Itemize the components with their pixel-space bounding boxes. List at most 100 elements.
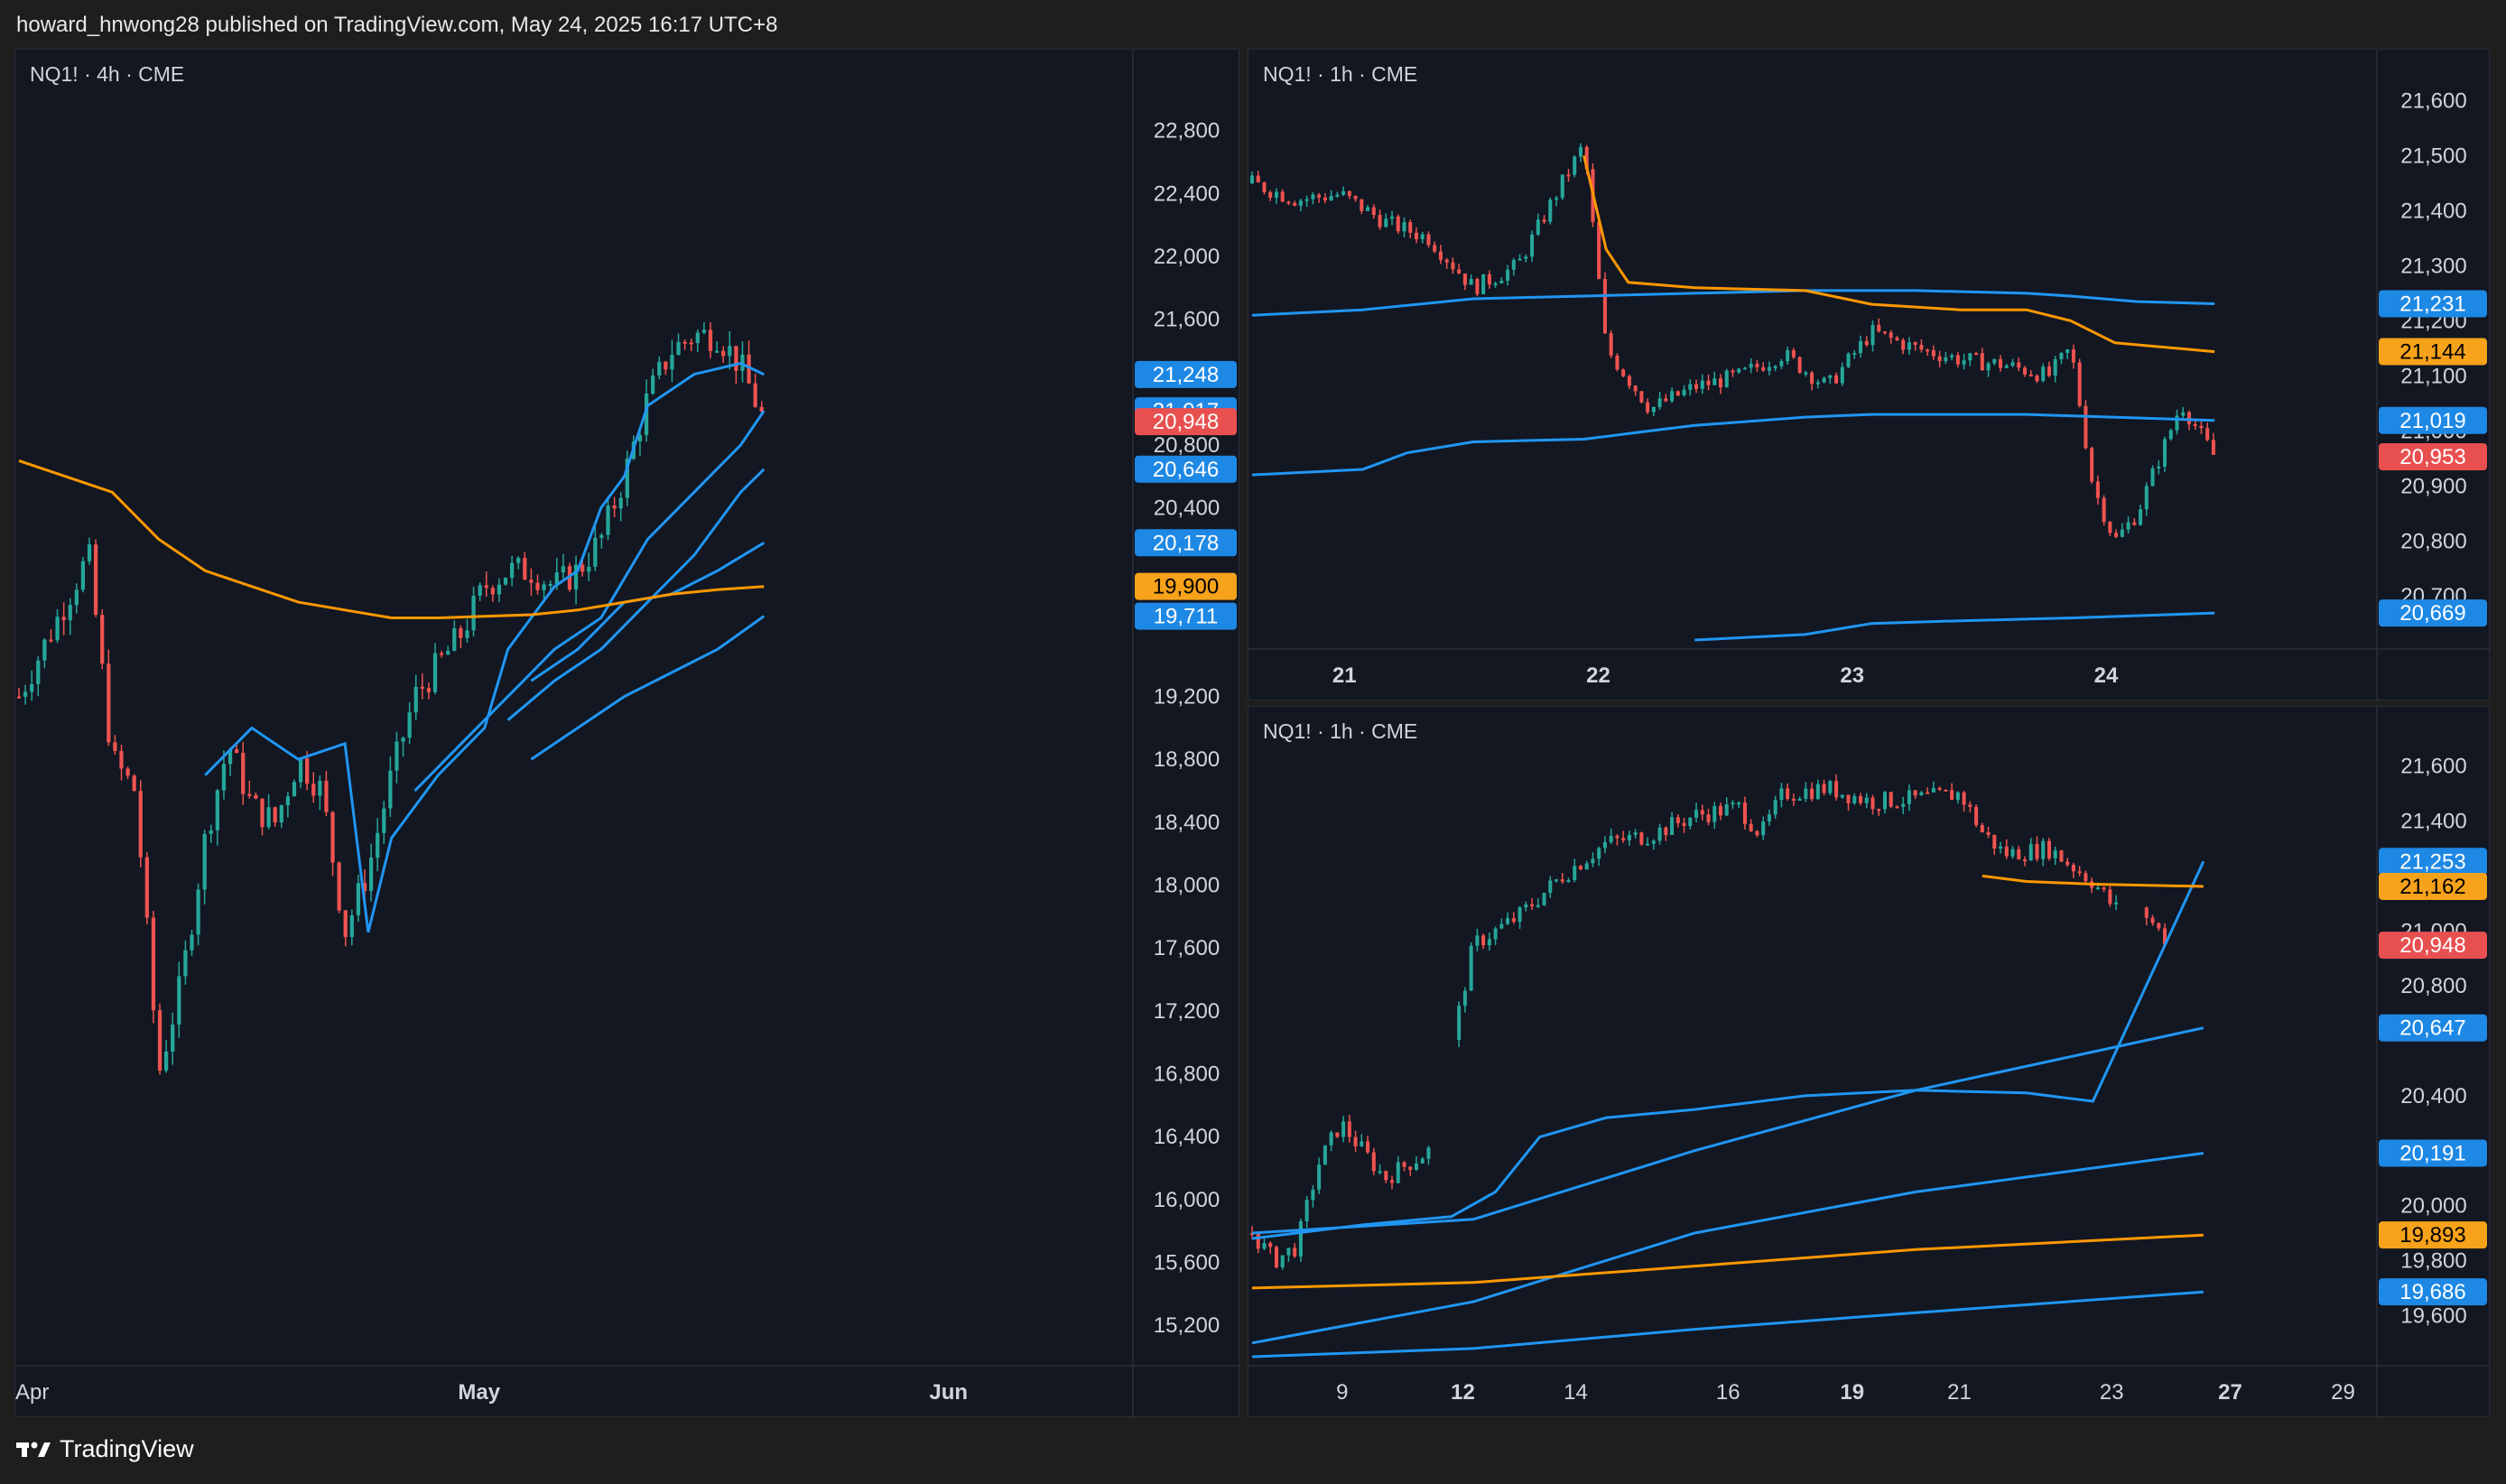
price-label-badge	[1135, 572, 1237, 600]
candle-body	[209, 830, 213, 834]
price-label-badge	[1135, 360, 1237, 388]
footer-brand[interactable]: TradingView	[16, 1435, 194, 1463]
x-tick-label: 29	[2331, 1380, 2355, 1405]
candle-body	[1402, 221, 1406, 232]
y-tick-label: 22,400	[1154, 181, 1220, 206]
candle-body	[689, 342, 693, 345]
candle-body	[2071, 349, 2075, 363]
price-label-value: 19,893	[2399, 1223, 2465, 1247]
x-tick-label: 21	[1947, 1380, 1972, 1405]
candle-body	[2004, 366, 2009, 368]
y-tick-label: 17,200	[1154, 999, 1220, 1024]
candle-body	[1858, 340, 1863, 354]
candle-body	[1323, 1145, 1327, 1165]
candle-body	[2108, 522, 2112, 533]
candle-body	[55, 617, 60, 641]
y-tick-label: 21,600	[1154, 308, 1220, 332]
candle-body	[1810, 788, 1815, 800]
chart-svg[interactable]: 21,60021,50021,40021,30021,20021,10021,0…	[1248, 50, 2491, 701]
candle-body	[1554, 879, 1559, 882]
candle-body	[298, 758, 303, 783]
candle-body	[2017, 362, 2021, 368]
candle-body	[318, 780, 322, 796]
candle-body	[1858, 795, 1863, 803]
chart-panel-1h-top[interactable]: 21,60021,50021,40021,30021,20021,10021,0…	[1248, 49, 2491, 701]
candle-body	[432, 653, 438, 692]
candle-body	[1731, 802, 1735, 805]
symbol-title: NQ1! · 1h · CME	[1263, 62, 1418, 86]
moving-average-line	[1694, 611, 2215, 642]
candle-body	[202, 833, 207, 890]
price-label-badge	[2379, 1221, 2487, 1249]
candle-body	[151, 917, 156, 1011]
price-label-value: 21,162	[2399, 875, 2465, 899]
price-label-value: 21,231	[2399, 292, 2465, 317]
candle-body	[1657, 827, 1662, 841]
candle-body	[1980, 353, 1984, 371]
candle-body	[1378, 215, 1382, 227]
candle-body	[215, 790, 220, 830]
x-tick-label: Apr	[15, 1380, 49, 1405]
candle-body	[1718, 806, 1723, 816]
candle-body	[1791, 350, 1796, 357]
symbol-title: NQ1! · 4h · CME	[30, 62, 185, 86]
candle-body	[1822, 784, 1826, 793]
candle-body	[2065, 349, 2070, 353]
candle-body	[1360, 199, 1364, 211]
candle-body	[644, 393, 649, 435]
candle-body	[1779, 788, 1784, 801]
candle-body	[2022, 367, 2028, 375]
candle-body	[1268, 191, 1273, 198]
candle-body	[1761, 366, 1766, 371]
candle-body	[753, 383, 757, 407]
candle-body	[1992, 834, 1997, 849]
candle-body	[1627, 376, 1631, 386]
price-label-badge	[2379, 599, 2487, 627]
candle-body	[1931, 787, 1935, 793]
candle-body	[1822, 377, 1826, 383]
chart-panel-4h[interactable]: 22,800 22,400 22,000 21,600 20,800 20,400 19,2…	[14, 49, 1240, 1418]
candle-body	[1487, 939, 1491, 946]
chart-panel-1h-bottom[interactable]: 21,600 21,400 21,000 20,800 20,400 20,000 19,8…	[1248, 706, 2491, 1418]
candle-body	[1584, 146, 1589, 170]
candle-body	[125, 768, 130, 776]
candle-body	[1530, 234, 1535, 257]
candle-body	[1511, 260, 1516, 270]
candle-body	[2059, 850, 2064, 862]
candle-body	[587, 566, 591, 572]
candle-body	[1974, 806, 1979, 826]
candle-body	[1621, 369, 1626, 376]
candle-body	[285, 796, 291, 806]
candle-body	[2035, 376, 2039, 382]
candle-body	[1602, 279, 1607, 334]
y-tick-label: 22,000	[1154, 245, 1220, 269]
chart-svg[interactable]: 22,800 22,400 22,000 21,600 20,800 20,400 19,2…	[15, 50, 1240, 1418]
candle-body	[657, 361, 662, 376]
candle-body	[1749, 823, 1753, 831]
candle-body	[1846, 353, 1851, 367]
candle-body	[164, 1051, 169, 1071]
candle-body	[2010, 849, 2015, 857]
candle-body	[1950, 355, 1954, 357]
candle-body	[1542, 893, 1546, 905]
candle-body	[1999, 358, 2003, 368]
candle-body	[2168, 430, 2173, 440]
candle-body	[1384, 218, 1388, 227]
candle-body	[1286, 201, 1291, 204]
candle-body	[1524, 256, 1528, 259]
candle-body	[1755, 364, 1759, 367]
candle-body	[1682, 822, 1686, 826]
chart-svg[interactable]: 21,60021,40021,00020,80020,40020,00019,8…	[1248, 707, 2491, 1418]
candle-body	[1615, 835, 1620, 839]
candle-body	[1609, 835, 1613, 842]
price-label-badge	[2379, 1139, 2487, 1167]
y-tick-label: 20,800	[1154, 433, 1220, 458]
candle-body	[1664, 827, 1668, 836]
candle-body	[1518, 258, 1522, 261]
candle-body	[1804, 372, 1808, 375]
candle-body	[1968, 804, 1972, 807]
candle-body	[1834, 375, 1839, 384]
x-tick-label: 27	[2218, 1380, 2242, 1405]
candle-body	[1584, 863, 1589, 870]
y-tick-label: 18,000	[1154, 874, 1220, 898]
